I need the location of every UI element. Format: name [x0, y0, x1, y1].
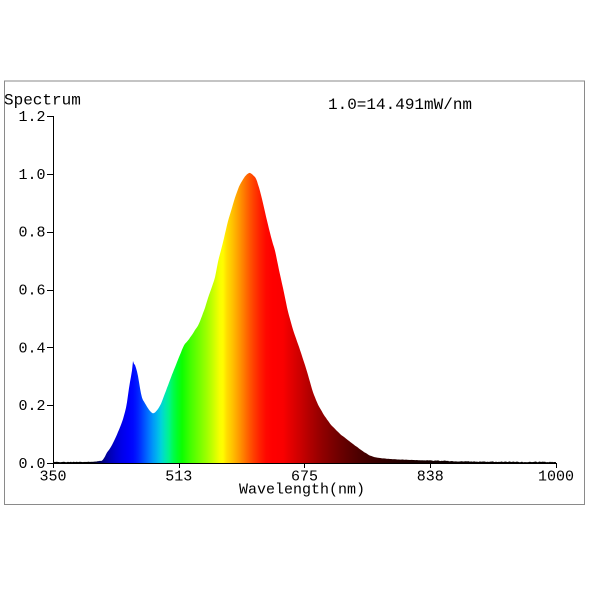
svg-text:Wavelength(nm): Wavelength(nm) [239, 482, 365, 499]
svg-text:350: 350 [39, 469, 66, 486]
svg-text:0.0: 0.0 [18, 456, 45, 473]
svg-text:1.0=14.491mW/nm: 1.0=14.491mW/nm [328, 96, 472, 114]
svg-text:0.2: 0.2 [18, 398, 45, 415]
svg-text:0.4: 0.4 [18, 340, 45, 357]
svg-text:1.2: 1.2 [18, 109, 45, 126]
svg-text:1000: 1000 [538, 469, 574, 486]
svg-text:838: 838 [417, 469, 444, 486]
svg-text:513: 513 [165, 469, 192, 486]
svg-text:Spectrum: Spectrum [4, 92, 81, 110]
svg-text:1.0: 1.0 [18, 167, 45, 184]
svg-text:0.6: 0.6 [18, 283, 45, 300]
svg-text:0.8: 0.8 [18, 225, 45, 242]
svg-text:675: 675 [291, 469, 318, 486]
